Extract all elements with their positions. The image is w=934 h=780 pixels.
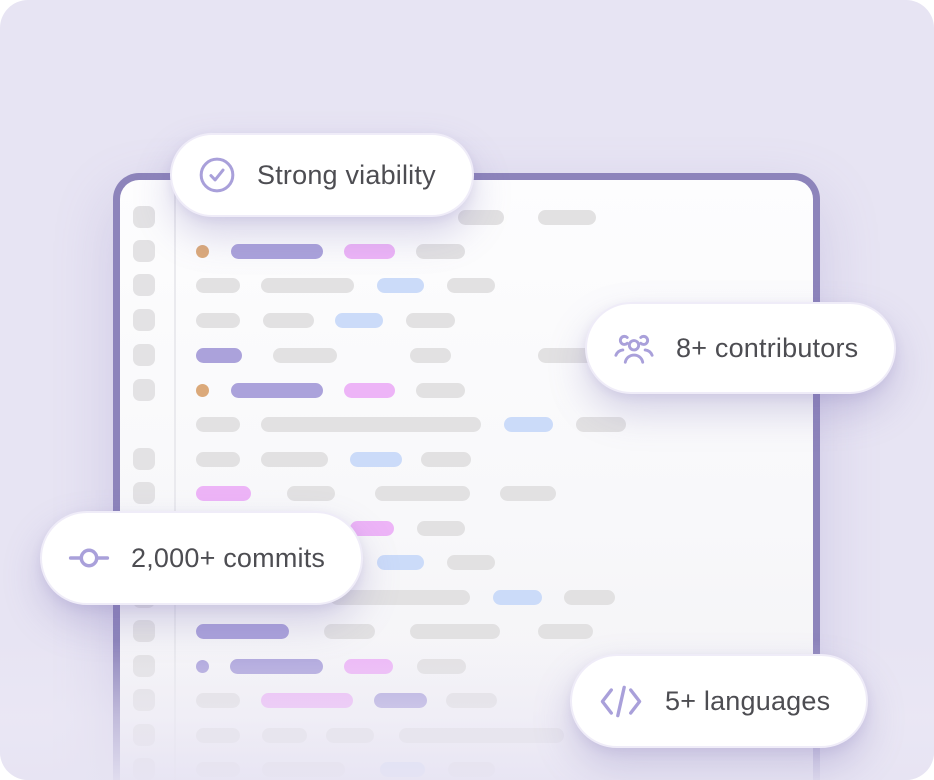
code-pill — [417, 658, 466, 674]
code-pill — [377, 554, 424, 570]
gutter-square — [133, 274, 155, 296]
code-pill — [350, 451, 402, 467]
code-pill — [500, 485, 556, 501]
gutter-square — [133, 724, 155, 746]
code-pill — [493, 589, 542, 605]
code-pill — [344, 243, 395, 259]
gutter-square — [133, 482, 155, 504]
code-pill — [261, 451, 328, 467]
code-pill — [326, 727, 374, 743]
gutter-square — [133, 206, 155, 228]
badge-commits: 2,000+ commits — [40, 511, 364, 605]
badge-label: 2,000+ commits — [131, 542, 326, 573]
code-pill — [273, 347, 337, 363]
gutter-square — [133, 655, 155, 677]
code-pill — [380, 761, 425, 777]
code-pill — [538, 623, 593, 639]
gutter-square — [133, 620, 155, 642]
code-pill — [231, 243, 323, 259]
code-pill — [196, 485, 251, 501]
gutter-square — [133, 344, 155, 366]
code-pill — [447, 554, 495, 570]
code-pill — [375, 485, 470, 501]
code-pill — [350, 520, 394, 536]
code-pill — [287, 485, 335, 501]
code-pill — [377, 277, 424, 293]
badge-languages: 5+ languages — [570, 654, 869, 748]
code-pill — [196, 277, 240, 293]
gutter-square — [133, 689, 155, 711]
code-pill — [458, 209, 504, 225]
code-pill — [196, 727, 240, 743]
code-pill — [262, 761, 345, 777]
code-pill — [261, 277, 354, 293]
code-pill — [564, 589, 615, 605]
code-pill — [261, 692, 353, 708]
code-pill — [576, 416, 626, 432]
code-pill — [344, 382, 395, 398]
git-commit-icon — [68, 537, 110, 579]
code-pill — [504, 416, 553, 432]
code-pill — [196, 312, 240, 328]
gutter-square — [133, 448, 155, 470]
code-pill — [448, 761, 495, 777]
code-pill — [261, 416, 481, 432]
code-pill — [335, 312, 383, 328]
code-dot — [196, 244, 209, 258]
code-pill — [263, 312, 314, 328]
code-icon — [598, 682, 644, 721]
code-pill — [344, 658, 393, 674]
code-pill — [231, 382, 323, 398]
code-pill — [446, 692, 497, 708]
gutter-square — [133, 240, 155, 262]
code-pill — [196, 623, 289, 639]
code-pill — [538, 209, 596, 225]
badge-label: Strong viability — [257, 159, 436, 190]
code-pill — [196, 416, 240, 432]
code-pill — [421, 451, 471, 467]
code-pill — [330, 589, 470, 605]
code-pill — [374, 692, 427, 708]
code-pill — [538, 347, 594, 363]
code-pill — [406, 312, 455, 328]
code-pill — [196, 451, 240, 467]
code-pill — [410, 623, 500, 639]
code-pill — [196, 347, 242, 363]
gutter-square — [133, 758, 155, 780]
code-dot — [196, 659, 209, 673]
code-pill — [416, 382, 465, 398]
code-pill — [196, 761, 240, 777]
badge-label: 8+ contributors — [676, 332, 859, 363]
code-pill — [196, 692, 240, 708]
users-icon — [613, 330, 655, 366]
code-pill — [230, 658, 323, 674]
badge-contributors: 8+ contributors — [585, 302, 897, 394]
gutter-divider — [174, 182, 176, 780]
code-pill — [262, 727, 307, 743]
badge-strong-viability: Strong viability — [170, 133, 474, 217]
code-pill — [447, 277, 495, 293]
code-pill — [416, 243, 465, 259]
code-dot — [196, 383, 209, 397]
check-circle-icon — [198, 156, 236, 194]
code-pill — [417, 520, 465, 536]
gutter-square — [133, 379, 155, 401]
badge-label: 5+ languages — [665, 685, 831, 716]
code-pill — [399, 727, 564, 743]
gutter-square — [133, 309, 155, 331]
code-pill — [410, 347, 451, 363]
code-pill — [324, 623, 375, 639]
